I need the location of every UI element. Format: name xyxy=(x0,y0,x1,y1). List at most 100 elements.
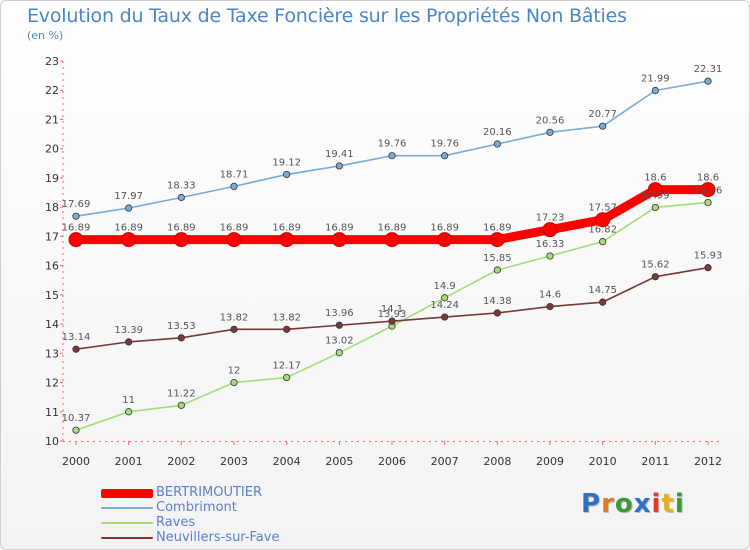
data-label: 13.96 xyxy=(325,308,354,319)
data-label: 10.37 xyxy=(62,413,91,424)
data-point xyxy=(177,401,185,409)
y-tick-label: 22 xyxy=(45,84,59,97)
data-label: 12.17 xyxy=(272,361,301,372)
data-point xyxy=(599,238,607,246)
data-label: 19.41 xyxy=(325,149,354,160)
logo-letter: o xyxy=(614,489,634,519)
legend-swatch xyxy=(101,522,153,524)
logo-letter: i xyxy=(651,489,662,519)
data-point xyxy=(72,345,80,353)
data-label: 17.97 xyxy=(114,191,143,202)
data-label: 20.56 xyxy=(536,115,565,126)
data-label: 17.69 xyxy=(62,199,91,210)
data-point xyxy=(283,170,291,179)
data-label: 20.16 xyxy=(483,127,512,138)
data-label: 14.1 xyxy=(381,304,403,315)
x-tick-label: 2011 xyxy=(641,455,669,468)
data-label: 16.33 xyxy=(536,239,565,250)
data-label: 11.22 xyxy=(167,388,196,399)
data-label: 14.6 xyxy=(539,290,561,301)
x-tick-label: 2012 xyxy=(694,455,722,468)
data-point xyxy=(700,182,716,198)
x-tick-label: 2010 xyxy=(589,455,617,468)
data-point xyxy=(599,298,607,306)
data-point xyxy=(647,182,663,198)
data-label: 15.85 xyxy=(483,253,512,264)
data-point xyxy=(704,264,712,272)
data-point xyxy=(388,152,396,160)
data-point xyxy=(72,426,80,434)
legend-item: Neuvillers-sur-Fave xyxy=(101,530,421,545)
y-tick-label: 18 xyxy=(45,201,59,214)
logo-letter: P xyxy=(581,489,602,519)
data-label: 16.89 xyxy=(114,223,143,234)
data-point xyxy=(704,198,712,207)
legend-swatch xyxy=(101,537,153,539)
data-label: 14.75 xyxy=(588,285,617,296)
data-point xyxy=(441,152,449,160)
data-point xyxy=(283,373,291,382)
data-label: 17.57 xyxy=(588,203,617,214)
y-tick-label: 11 xyxy=(45,406,59,419)
labels-layer: 16.89 16.89 16.89 16.89 16.89 16.89 16.89 16.89… xyxy=(62,64,723,424)
data-point xyxy=(704,77,712,85)
y-tick-label: 14 xyxy=(45,318,59,331)
data-label: 13.02 xyxy=(325,336,354,347)
y-tick-label: 15 xyxy=(45,289,59,302)
data-point xyxy=(68,232,84,248)
data-label: 16.89 xyxy=(483,223,512,234)
data-point xyxy=(599,122,607,130)
data-point xyxy=(177,193,185,202)
data-label: 20.77 xyxy=(588,109,617,120)
data-label: 16.89 xyxy=(220,223,249,234)
data-label: 13.82 xyxy=(220,312,249,323)
x-tick-label: 2001 xyxy=(115,455,143,468)
legend-swatch xyxy=(101,507,153,509)
y-tick-label: 19 xyxy=(45,172,59,185)
data-point xyxy=(125,338,133,346)
data-point xyxy=(230,325,238,333)
data-label: 13.14 xyxy=(62,332,91,343)
y-tick-label: 13 xyxy=(45,347,59,360)
data-point xyxy=(177,334,185,342)
data-point xyxy=(651,203,659,212)
data-point xyxy=(489,232,505,248)
data-label: 14.24 xyxy=(430,300,459,311)
data-point xyxy=(230,378,238,387)
data-point xyxy=(441,294,449,302)
legend-item: BERTRIMOUTIER xyxy=(101,485,421,500)
data-point xyxy=(388,317,396,325)
data-label: 19.76 xyxy=(430,139,459,150)
data-point xyxy=(595,212,611,228)
data-label: 16.89 xyxy=(272,223,301,234)
data-label: 13.53 xyxy=(167,321,196,332)
data-label: 16.89 xyxy=(378,223,407,234)
y-tick-label: 16 xyxy=(45,260,59,273)
y-tick-label: 20 xyxy=(45,143,59,156)
data-label: 13.82 xyxy=(272,312,301,323)
data-point xyxy=(546,128,554,136)
data-label: 14.38 xyxy=(483,296,512,307)
y-tick-label: 17 xyxy=(45,230,59,243)
data-label: 18.6 xyxy=(644,173,666,184)
data-point xyxy=(335,162,343,170)
x-tick-label: 2008 xyxy=(483,455,511,468)
data-label: 17.23 xyxy=(536,213,565,224)
data-label: 13.93 xyxy=(378,309,407,320)
data-point xyxy=(173,232,189,248)
data-point xyxy=(279,232,295,248)
data-label: 17.99 xyxy=(641,190,670,201)
data-point xyxy=(230,182,238,190)
series-layer xyxy=(68,77,716,434)
data-point xyxy=(283,325,291,333)
data-point xyxy=(384,232,400,248)
data-point xyxy=(546,252,554,260)
data-point xyxy=(493,309,501,317)
x-tick-label: 2002 xyxy=(167,455,195,468)
data-label: 14.9 xyxy=(434,281,456,292)
data-point xyxy=(121,232,137,248)
x-tick-label: 2004 xyxy=(273,455,301,468)
data-label: 19.12 xyxy=(272,157,301,168)
data-point xyxy=(493,266,501,274)
